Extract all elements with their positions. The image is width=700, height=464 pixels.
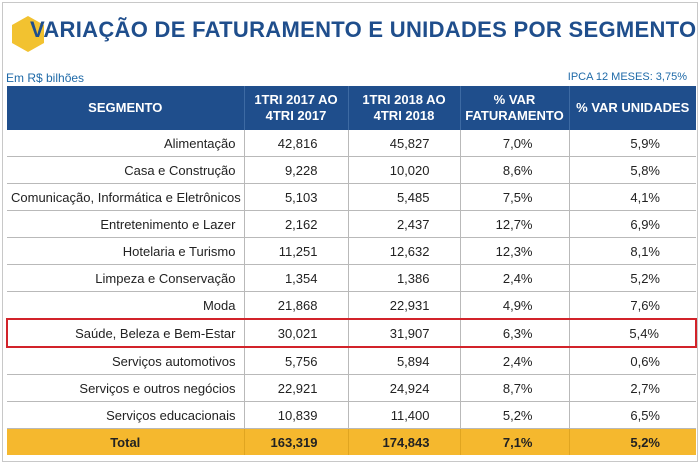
highlighted-table-row: Saúde, Beleza e Bem-Estar 30,021 31,907 6,3… xyxy=(6,318,697,348)
value-cell: 10,839 xyxy=(244,401,349,429)
value-cell: 5,2% xyxy=(460,401,570,429)
value-cell: 5,9% xyxy=(569,130,696,157)
total-value-cell: 7,1% xyxy=(460,428,570,455)
value-cell: 6,3% xyxy=(460,318,570,348)
value-cell: 1,386 xyxy=(348,264,461,292)
value-cell: 6,5% xyxy=(569,401,696,429)
value-cell: 10,020 xyxy=(348,156,461,184)
page-title: VARIAÇÃO DE FATURAMENTO E UNIDADES POR S… xyxy=(30,17,697,42)
segment-name-cell: Limpeza e Conservação xyxy=(7,264,245,292)
segment-name-cell: Serviços educacionais xyxy=(7,401,245,429)
segment-name-cell: Moda xyxy=(7,291,245,320)
column-header: 1TRI 2017 AO 4TRI 2017 xyxy=(244,86,349,130)
table-body: Alimentação 42,816 45,827 7,0% 5,9% Casa e Co… xyxy=(6,130,697,455)
segment-table: SEGMENTO 1TRI 2017 AO 4TRI 2017 1TRI 2018… xyxy=(6,86,697,455)
value-cell: 12,3% xyxy=(460,237,570,265)
value-cell: 2,437 xyxy=(348,210,461,238)
table-row: Serviços automotivos 5,756 5,894 2,4% 0,6% xyxy=(7,347,696,375)
table-row: Serviços educacionais 10,839 11,400 5,2% 6,5… xyxy=(7,401,696,429)
segment-name-cell: Serviços e outros negócios xyxy=(7,374,245,402)
value-cell: 8,6% xyxy=(460,156,570,184)
table-row: Moda 21,868 22,931 4,9% 7,6% xyxy=(7,291,696,320)
value-cell: 11,251 xyxy=(244,237,349,265)
segment-name-cell: Hotelaria e Turismo xyxy=(7,237,245,265)
value-cell: 7,5% xyxy=(460,183,570,211)
value-cell: 4,1% xyxy=(569,183,696,211)
value-cell: 21,868 xyxy=(244,291,349,320)
value-cell: 2,7% xyxy=(569,374,696,402)
value-cell: 5,485 xyxy=(348,183,461,211)
value-cell: 12,7% xyxy=(460,210,570,238)
value-cell: 5,894 xyxy=(348,347,461,375)
value-cell: 7,6% xyxy=(569,291,696,320)
value-cell: 5,8% xyxy=(569,156,696,184)
segment-name-cell: Entretenimento e Lazer xyxy=(7,210,245,238)
table-row: Entretenimento e Lazer 2,162 2,437 12,7% 6,9… xyxy=(7,210,696,238)
table-row: Comunicação, Informática e Eletrônicos 5,… xyxy=(7,183,696,211)
segment-name-cell: Alimentação xyxy=(7,130,245,157)
value-cell: 31,907 xyxy=(348,318,461,348)
table-header-row: SEGMENTO 1TRI 2017 AO 4TRI 2017 1TRI 2018… xyxy=(7,86,696,130)
total-value-cell: 5,2% xyxy=(569,428,696,455)
column-header: % VAR FATURAMENTO xyxy=(460,86,570,130)
value-cell: 6,9% xyxy=(569,210,696,238)
value-cell: 12,632 xyxy=(348,237,461,265)
value-cell: 4,9% xyxy=(460,291,570,320)
value-cell: 5,4% xyxy=(569,318,697,348)
column-header: 1TRI 2018 AO 4TRI 2018 xyxy=(348,86,461,130)
segment-name-cell: Comunicação, Informática e Eletrônicos xyxy=(7,183,245,211)
hexagon-logo-icon xyxy=(12,16,44,52)
value-cell: 2,162 xyxy=(244,210,349,238)
segment-name-cell: Serviços automotivos xyxy=(7,347,245,375)
table-row: Limpeza e Conservação 1,354 1,386 2,4% 5,2% xyxy=(7,264,696,292)
value-cell: 0,6% xyxy=(569,347,696,375)
value-cell: 2,4% xyxy=(460,264,570,292)
value-cell: 5,756 xyxy=(244,347,349,375)
value-cell: 22,931 xyxy=(348,291,461,320)
total-row: Total 163,319 174,843 7,1% 5,2% xyxy=(7,428,696,455)
value-cell: 7,0% xyxy=(460,130,570,157)
value-cell: 2,4% xyxy=(460,347,570,375)
table-row: Alimentação 42,816 45,827 7,0% 5,9% xyxy=(7,130,696,157)
column-header: % VAR UNIDADES xyxy=(569,86,696,130)
table-row: Hotelaria e Turismo 11,251 12,632 12,3% 8,1% xyxy=(7,237,696,265)
value-cell: 8,7% xyxy=(460,374,570,402)
value-cell: 1,354 xyxy=(244,264,349,292)
value-cell: 42,816 xyxy=(244,130,349,157)
ipca-note: IPCA 12 MESES: 3,75% xyxy=(567,71,687,83)
value-cell: 5,2% xyxy=(569,264,696,292)
segment-name-cell: Casa e Construção xyxy=(7,156,245,184)
value-cell: 22,921 xyxy=(244,374,349,402)
total-value-cell: 174,843 xyxy=(348,428,461,455)
value-cell: 30,021 xyxy=(244,318,349,348)
value-cell: 8,1% xyxy=(569,237,696,265)
value-cell: 5,103 xyxy=(244,183,349,211)
segment-name-cell: Saúde, Beleza e Bem-Estar xyxy=(6,318,245,348)
table-row: Serviços e outros negócios 22,921 24,924 8,… xyxy=(7,374,696,402)
unit-note: Em R$ bilhões xyxy=(6,71,85,85)
value-cell: 9,228 xyxy=(244,156,349,184)
value-cell: 45,827 xyxy=(348,130,461,157)
total-value-cell: 163,319 xyxy=(244,428,349,455)
total-label-cell: Total xyxy=(7,428,245,455)
value-cell: 11,400 xyxy=(348,401,461,429)
table-row: Casa e Construção 9,228 10,020 8,6% 5,8% xyxy=(7,156,696,184)
column-header: SEGMENTO xyxy=(7,86,245,130)
value-cell: 24,924 xyxy=(348,374,461,402)
